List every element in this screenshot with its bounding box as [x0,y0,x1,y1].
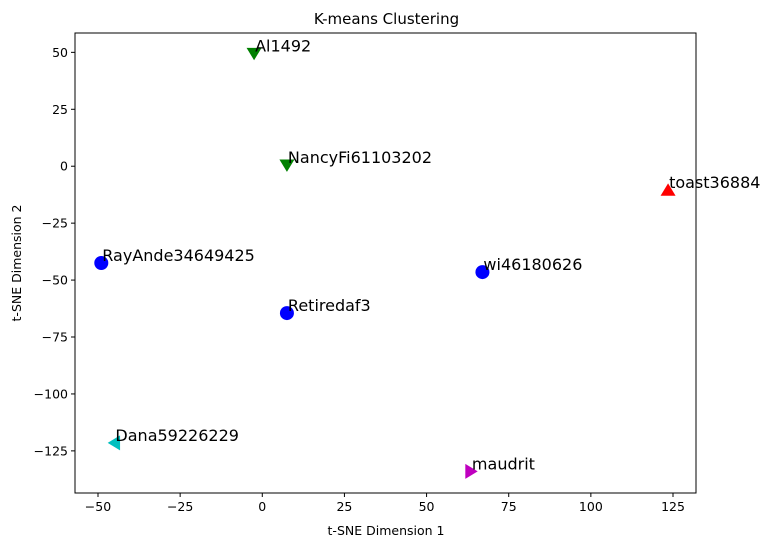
x-tick-label: 100 [579,499,603,514]
point-label: wi46180626 [483,255,582,274]
x-tick-label: −50 [85,499,111,514]
data-point [279,306,294,321]
data-point [94,256,109,270]
x-tick-label: 25 [336,499,352,514]
data-point [107,435,121,451]
data-point [279,159,295,172]
point-label: NancyFi61103202 [288,148,432,167]
chart-title: K-means Clustering [314,10,459,28]
x-tick-label: 50 [419,499,435,514]
point-label: toast36884 [669,173,760,192]
y-tick-label: 25 [52,102,68,117]
x-tick-label: 75 [501,499,517,514]
point-label: maudrit [472,454,535,473]
point-label: RayAnde34649425 [102,246,255,265]
x-axis-title: t-SNE Dimension 1 [328,523,445,538]
point-label: Al1492 [255,36,311,55]
y-tick-label: −100 [34,386,68,401]
x-tick-label: 125 [661,499,685,514]
y-axis-title: t-SNE Dimension 2 [9,205,24,322]
point-label: Dana59226229 [115,426,239,445]
data-point [246,47,262,61]
y-tick-label: −50 [42,273,68,288]
y-tick-label: −125 [34,443,68,458]
y-tick-label: 50 [52,45,68,60]
point-label: Retiredaf3 [288,296,371,315]
x-tick-label: 0 [258,499,266,514]
y-tick-label: −75 [42,330,68,345]
data-point [475,265,490,280]
y-tick-label: 0 [60,159,68,174]
data-point [660,183,676,196]
y-tick-label: −25 [42,216,68,231]
plot-frame [74,32,697,494]
x-tick-label: −25 [167,499,193,514]
data-point [465,463,478,479]
